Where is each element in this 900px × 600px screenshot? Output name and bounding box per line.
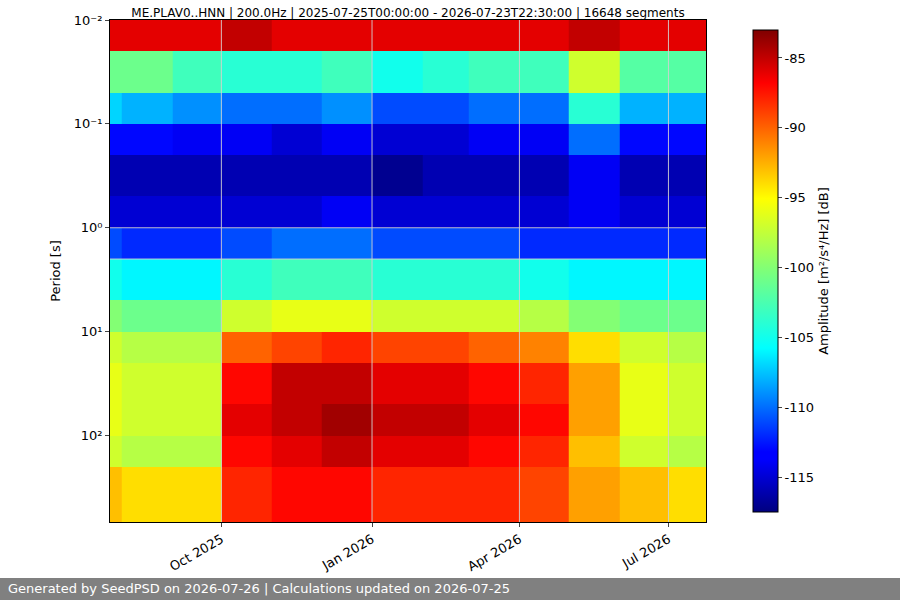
svg-text:-105: -105 <box>785 330 815 345</box>
svg-text:10¹: 10¹ <box>81 324 103 339</box>
svg-text:10²: 10² <box>81 428 103 443</box>
svg-text:Amplitude [m²/s⁴/Hz] [dB]: Amplitude [m²/s⁴/Hz] [dB] <box>816 187 831 355</box>
html-text:Generated by SeedPSD on 2026-0: Generated by SeedPSD on 2026-07-26 | Cal… <box>8 581 510 596</box>
svg-text:-110: -110 <box>785 400 815 415</box>
svg-text:-90: -90 <box>785 120 806 135</box>
svg-text:-95: -95 <box>785 190 806 205</box>
svg-text:-115: -115 <box>785 470 815 485</box>
svg-text:Apr 2026: Apr 2026 <box>465 531 524 574</box>
svg-text:Jul 2026: Jul 2026 <box>619 531 673 571</box>
svg-text:10⁻¹: 10⁻¹ <box>74 116 103 131</box>
svg-text:10⁻²: 10⁻² <box>74 13 103 28</box>
svg-text:10⁰: 10⁰ <box>81 220 103 235</box>
svg-text:Oct 2025: Oct 2025 <box>167 531 226 574</box>
svg-text:-100: -100 <box>785 260 815 275</box>
svg-text:Jan 2026: Jan 2026 <box>319 531 377 573</box>
svg-text:Period [s]: Period [s] <box>48 240 63 302</box>
svg-text:-85: -85 <box>785 50 806 65</box>
svg-text:ME.PLAV0..HNN | 200.0Hz | 2025: ME.PLAV0..HNN | 200.0Hz | 2025-07-25T00:… <box>131 6 684 20</box>
